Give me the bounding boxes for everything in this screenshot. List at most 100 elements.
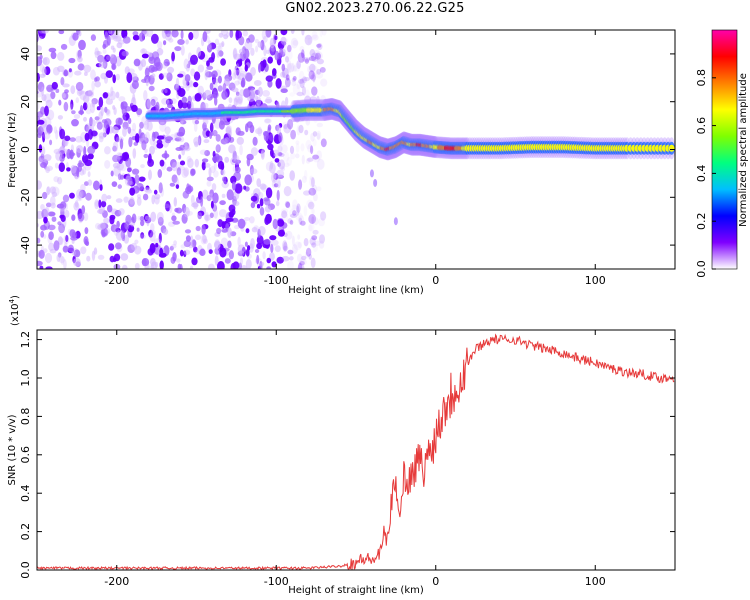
spectrogram-noise-cell <box>262 251 266 260</box>
spectrogram-noise-cell <box>216 227 222 235</box>
spectrogram-noise-cell <box>185 39 189 45</box>
spectrogram-noise-cell <box>243 185 247 190</box>
spectrogram-noise-cell <box>37 260 43 266</box>
spectrogram-noise-cell <box>134 245 142 255</box>
spectrogram-noise-cell <box>159 260 164 269</box>
spectrogram-noise-cell <box>285 230 293 240</box>
spectrogram-noise-cell <box>312 72 316 83</box>
spectrogram-noise-cell <box>58 30 65 35</box>
spectrogram-noise-cell <box>257 41 263 48</box>
spectrogram-noise-cell <box>88 89 92 95</box>
spectrogram-noise-cell <box>276 169 285 178</box>
spectrogram-noise-cell <box>90 34 96 41</box>
spectrogram-noise-cell <box>134 262 140 269</box>
spectrogram-noise-cell <box>181 101 188 109</box>
spectrogram-noise-cell <box>236 136 244 145</box>
spectrogram-noise-cell <box>283 124 288 130</box>
spectrogram-noise-cell <box>58 223 65 234</box>
spectrogram-noise-cell <box>297 52 306 63</box>
spectrogram-noise-cell <box>38 144 43 153</box>
spectrogram-noise-cell <box>208 263 215 269</box>
spectrogram-x-tick-label: -200 <box>104 274 129 287</box>
spectrogram-noise-cell <box>158 232 162 244</box>
spectrogram-noise-cell <box>86 102 91 109</box>
spectrogram-noise-cell <box>58 162 65 173</box>
spectrogram-noise-cell <box>206 195 212 202</box>
spectrogram-noise-cell <box>140 220 145 227</box>
spectrogram-noise-cell <box>307 157 314 162</box>
spectrogram-noise-cell <box>99 184 103 191</box>
spectrogram-noise-cell <box>171 244 177 249</box>
spectrogram-noise-cell <box>159 159 165 167</box>
spectrogram-noise-cell <box>230 175 237 184</box>
spectrogram-noise-cell <box>83 146 87 157</box>
spectrogram-noise-cell <box>60 255 65 265</box>
spectrogram-noise-cell <box>179 249 184 257</box>
spectrogram-noise-cell <box>217 75 222 84</box>
snr-y-tick-label: 0.2 <box>19 523 32 541</box>
spectrogram-noise-cell <box>245 228 250 234</box>
spectrogram-noise-cell <box>93 180 100 191</box>
spectrogram-noise-cell <box>76 168 80 178</box>
spectrogram-noise-cell <box>137 215 141 221</box>
spectrogram-noise-cell <box>105 70 114 78</box>
spectrogram-noise-cell <box>91 100 95 108</box>
spectrogram-noise-cell <box>214 255 219 266</box>
spectrogram-noise-cell <box>119 174 124 180</box>
spectrogram-noise-cell <box>216 49 220 58</box>
spectrogram-noise-cell <box>205 71 213 78</box>
spectrogram-noise-cell <box>292 76 297 81</box>
spectrogram-noise-cell <box>286 156 293 166</box>
spectrogram-noise-cell <box>228 144 236 154</box>
spectrogram-noise-cell <box>52 66 60 76</box>
spectrogram-noise-cell <box>51 81 58 90</box>
spectrogram-noise-cell <box>289 145 295 154</box>
spectrogram-noise-cell <box>197 85 204 96</box>
spectrogram-noise-cell <box>110 90 116 101</box>
spectrogram-noise-cell <box>78 191 82 200</box>
snr-x-axis-label: Height of straight line (km) <box>288 585 424 596</box>
spectrogram-noise-cell <box>297 234 301 240</box>
spectrogram-noise-cell <box>310 65 318 76</box>
spectrogram-noise-cell <box>33 135 37 143</box>
spectrogram-noise-cell <box>116 152 123 160</box>
spectrogram-noise-cell <box>96 121 103 130</box>
spectrogram-noise-cell <box>259 183 267 190</box>
spectrogram-noise-cell <box>310 132 315 142</box>
spectrogram-noise-cell <box>206 60 210 67</box>
spectrogram-noise-cell <box>210 200 214 209</box>
spectrogram-noise-cell <box>230 157 238 166</box>
spectrogram-noise-cell <box>81 205 86 215</box>
spectrogram-noise-cell <box>305 158 311 164</box>
spectrogram-noise-cell <box>304 58 310 64</box>
spectrogram-noise-cell <box>292 40 299 46</box>
spectrogram-noise-cell <box>267 143 274 151</box>
spectrogram-noise-cell <box>171 174 178 183</box>
spectrogram-noise-cell <box>161 62 168 69</box>
spectrogram-noise-cell <box>373 178 378 187</box>
spectrogram-noise-cell <box>165 136 173 141</box>
spectrogram-noise-cell <box>43 248 48 253</box>
spectrogram-noise-cell <box>138 176 146 182</box>
spectrogram-noise-cell <box>259 261 265 266</box>
spectrogram-noise-cell <box>101 193 108 202</box>
spectrogram-noise-cell <box>186 81 190 86</box>
spectrogram-noise-cell <box>69 137 76 142</box>
spectrogram-noise-cell <box>298 266 304 269</box>
spectrogram-noise-cell <box>310 257 316 268</box>
spectrogram-noise-cell <box>80 246 87 255</box>
spectrogram-noise-cell <box>214 241 221 249</box>
spectrogram-noise-cell <box>287 62 295 73</box>
spectrogram-y-tick-label: -40 <box>19 236 32 254</box>
spectrogram-noise-cell <box>51 186 60 197</box>
spectrogram-noise-cell <box>115 34 123 42</box>
spectrogram-noise-cell <box>62 194 70 203</box>
spectrogram-noise-cell <box>305 139 312 150</box>
spectrogram-noise-cell <box>104 146 111 155</box>
spectrogram-noise-cell <box>56 254 61 262</box>
spectrogram-noise-cell <box>242 30 248 37</box>
spectrogram-noise-cell <box>308 187 317 196</box>
spectrogram-noise-cell <box>185 235 191 242</box>
spectrogram-noise-cell <box>303 238 309 247</box>
spectrogram-noise-cell <box>57 51 65 61</box>
